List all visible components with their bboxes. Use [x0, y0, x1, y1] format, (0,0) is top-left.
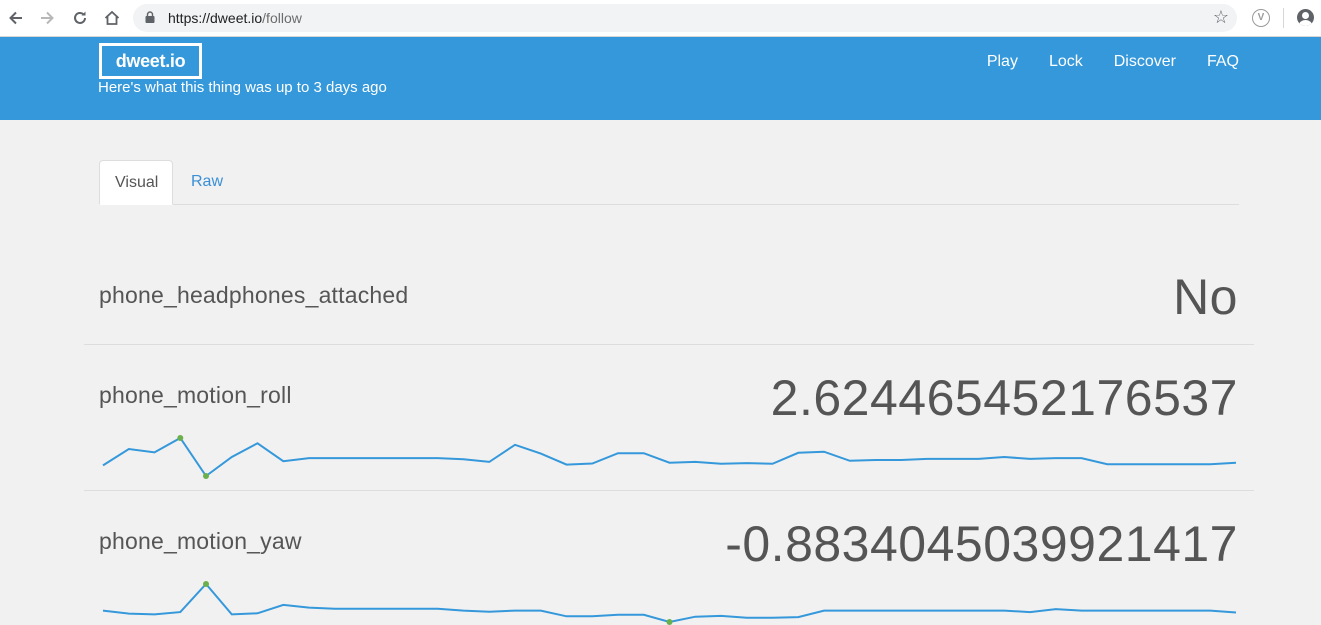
metric-key: phone_motion_roll	[99, 382, 292, 408]
row-divider	[84, 344, 1254, 345]
profile-icon[interactable]	[1297, 9, 1314, 26]
metric-value: 2.624465452176537	[770, 370, 1238, 426]
nav-discover-link[interactable]: Discover	[1113, 53, 1176, 70]
sparkline-series	[102, 436, 1237, 478]
site-logo[interactable]: dweet.io	[99, 43, 202, 79]
metric-row-headphones: phone_headphones_attached No	[84, 265, 1254, 345]
metric-value: No	[1173, 269, 1238, 325]
sparkline-extreme-point	[666, 619, 673, 625]
reload-icon[interactable]	[70, 8, 90, 28]
sparkline-extreme-point	[203, 473, 209, 479]
sparkline-series	[102, 582, 1237, 624]
tab-raw[interactable]: Raw	[191, 173, 224, 190]
row-divider	[84, 490, 1254, 491]
metric-value: -0.8834045039921417	[725, 516, 1238, 572]
metric-key: phone_motion_yaw	[99, 528, 302, 554]
roll-sparkline-chart	[102, 435, 1237, 479]
metric-row-yaw: phone_motion_yaw -0.8834045039921417	[84, 512, 1254, 592]
view-tabs: Visual Raw	[99, 160, 1239, 205]
lock-icon	[145, 11, 155, 23]
page-subtitle: Here's what this thing was up to 3 days …	[98, 79, 387, 96]
site-header: dweet.io Here's what this thing was up t…	[0, 37, 1321, 120]
site-nav: Play Lock Discover FAQ	[956, 53, 1239, 71]
home-icon[interactable]	[102, 8, 122, 28]
sparkline-extreme-point	[177, 435, 184, 441]
yaw-sparkline-chart	[102, 581, 1237, 625]
metric-row-roll: phone_motion_roll 2.624465452176537	[84, 366, 1254, 446]
url-text: https://dweet.io/follow	[168, 10, 302, 26]
back-arrow-icon[interactable]	[6, 8, 26, 28]
sparkline-extreme-point	[203, 581, 209, 587]
nav-faq-link[interactable]: FAQ	[1206, 53, 1239, 70]
browser-toolbar: https://dweet.io/follow ☆ V	[0, 0, 1321, 37]
tab-visual[interactable]: Visual	[99, 160, 173, 205]
address-bar[interactable]: https://dweet.io/follow ☆	[133, 4, 1237, 32]
extension-icon[interactable]: V	[1252, 9, 1270, 27]
metric-key: phone_headphones_attached	[99, 282, 409, 308]
bookmark-star-icon[interactable]: ☆	[1212, 7, 1229, 27]
nav-play-link[interactable]: Play	[986, 53, 1018, 70]
forward-arrow-icon[interactable]	[37, 8, 57, 28]
nav-lock-link[interactable]: Lock	[1048, 53, 1083, 70]
toolbar-divider	[1283, 8, 1284, 28]
